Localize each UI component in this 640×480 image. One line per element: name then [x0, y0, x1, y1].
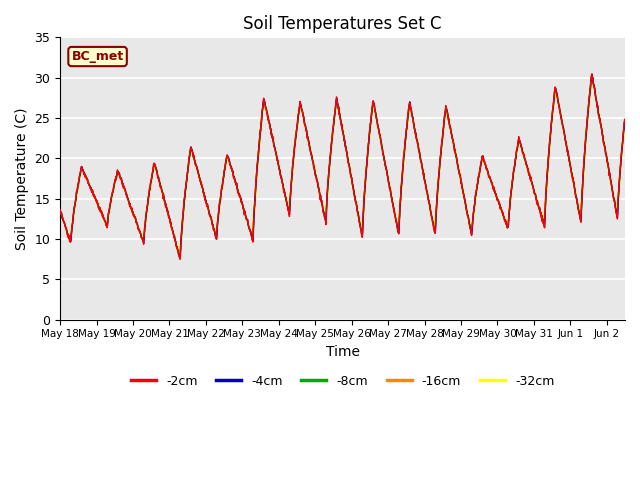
- Legend: -2cm, -4cm, -8cm, -16cm, -32cm: -2cm, -4cm, -8cm, -16cm, -32cm: [126, 370, 559, 393]
- Y-axis label: Soil Temperature (C): Soil Temperature (C): [15, 108, 29, 250]
- Title: Soil Temperatures Set C: Soil Temperatures Set C: [243, 15, 442, 33]
- Text: BC_met: BC_met: [72, 50, 124, 63]
- X-axis label: Time: Time: [326, 345, 360, 359]
